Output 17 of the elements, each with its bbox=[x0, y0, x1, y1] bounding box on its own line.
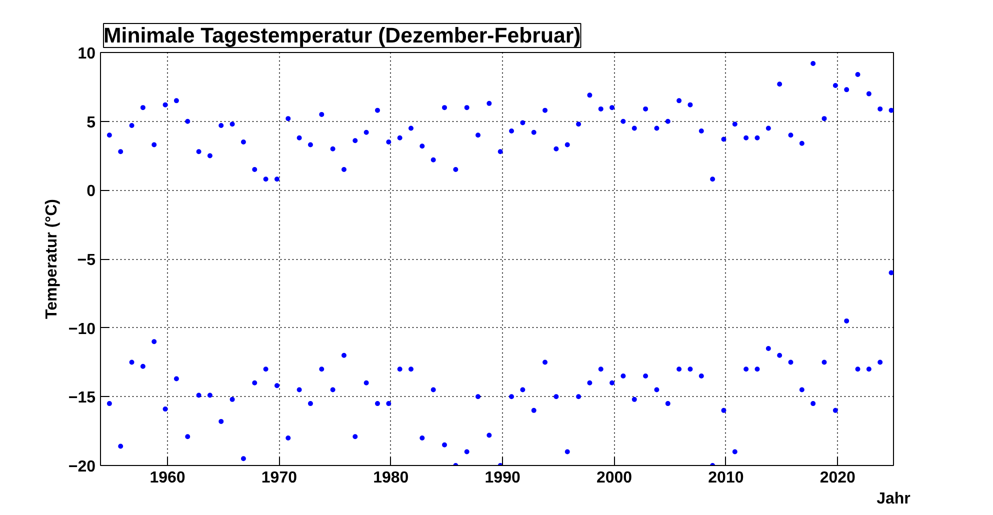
x-tick-label: 1990 bbox=[484, 470, 520, 486]
y-tick-label: −5 bbox=[77, 252, 96, 269]
x-tick-label: 2020 bbox=[820, 470, 856, 486]
x-tick-label: 1970 bbox=[261, 470, 298, 486]
x-tick-label: 1960 bbox=[150, 470, 186, 486]
chart-title: Minimale Tagestemperatur (Dezember-Februar) bbox=[104, 24, 581, 48]
y-tick-label: −20 bbox=[68, 458, 96, 476]
x-tick-label: 1980 bbox=[373, 470, 409, 486]
y-tick-label: 5 bbox=[86, 114, 96, 132]
y-tick-label: −15 bbox=[68, 390, 96, 407]
y-tick-label: −10 bbox=[68, 320, 96, 338]
y-tick-label: 10 bbox=[78, 46, 96, 62]
y-axis-title: Temperatur (°C) bbox=[43, 199, 60, 319]
y-tick-label: 0 bbox=[86, 183, 96, 200]
x-tick-label: 2000 bbox=[596, 470, 632, 486]
x-tick-label: 2010 bbox=[708, 470, 744, 486]
x-axis-title: Jahr bbox=[876, 490, 910, 508]
